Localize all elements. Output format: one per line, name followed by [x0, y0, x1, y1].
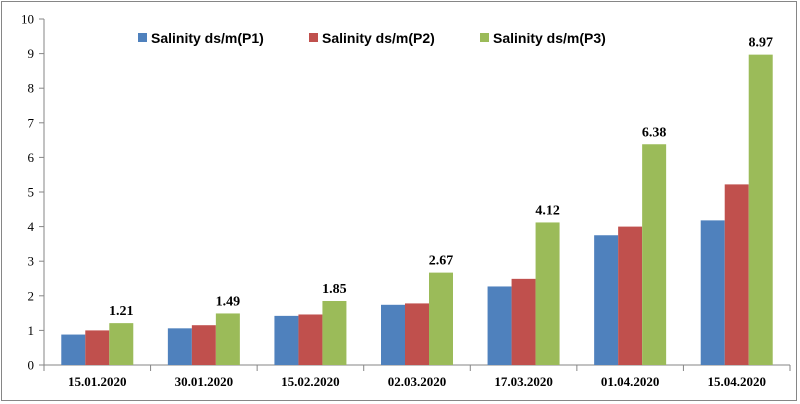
data-label: 1.85 — [322, 282, 347, 297]
data-label: 2.67 — [429, 254, 454, 269]
x-tick-label: 15.04.2020 — [707, 374, 766, 389]
x-tick-label: 02.03.2020 — [388, 374, 447, 389]
bar-3-5 — [535, 222, 560, 365]
bar-3-2 — [215, 313, 240, 365]
data-label: 1.49 — [216, 294, 241, 309]
y-tick-label: 4 — [28, 219, 35, 234]
x-tick-label: 17.03.2020 — [494, 374, 553, 389]
bar-1-2 — [167, 328, 192, 365]
bar-2-3 — [298, 314, 323, 365]
bar-2-4 — [405, 303, 429, 365]
x-tick-label: 15.02.2020 — [281, 374, 340, 389]
bar-1-1 — [61, 334, 86, 365]
bar-3-6 — [642, 144, 667, 365]
legend-label-1: Salinity ds/m(P1) — [151, 30, 264, 46]
bar-1-4 — [381, 304, 405, 365]
y-tick-label: 3 — [28, 254, 35, 269]
y-tick-label: 7 — [28, 115, 35, 130]
y-tick-label: 10 — [21, 12, 34, 27]
bar-2-6 — [618, 226, 643, 365]
y-tick-label: 6 — [28, 150, 35, 165]
bar-2-1 — [85, 330, 110, 365]
bar-1-6 — [594, 235, 619, 365]
legend-swatch-3 — [480, 33, 489, 42]
bar-1-7 — [700, 220, 725, 365]
y-tick-label: 0 — [28, 358, 35, 373]
x-tick-label: 01.04.2020 — [601, 374, 660, 389]
y-tick-label: 8 — [28, 81, 35, 96]
data-label: 4.12 — [535, 203, 560, 218]
legend-label-3: Salinity ds/m(P3) — [493, 30, 606, 46]
bar-1-3 — [274, 315, 299, 365]
bar-2-5 — [511, 278, 536, 365]
bar-1-5 — [487, 286, 512, 365]
bar-2-2 — [191, 325, 216, 365]
legend-label-2: Salinity ds/m(P2) — [322, 30, 435, 46]
y-tick-label: 5 — [28, 185, 35, 200]
y-tick-label: 2 — [28, 288, 35, 303]
data-label: 6.38 — [642, 125, 667, 140]
data-label: 8.97 — [748, 36, 773, 51]
y-tick-label: 9 — [28, 46, 35, 61]
bar-3-1 — [109, 323, 134, 365]
data-label: 1.21 — [109, 304, 134, 319]
legend-swatch-1 — [138, 33, 147, 42]
bar-3-3 — [322, 300, 347, 365]
legend-swatch-2 — [309, 33, 318, 42]
y-tick-label: 1 — [28, 323, 35, 338]
bar-3-7 — [748, 54, 773, 365]
bar-3-4 — [429, 272, 453, 365]
x-tick-label: 30.01.2020 — [175, 374, 234, 389]
x-tick-label: 15.01.2020 — [68, 374, 127, 389]
bar-2-7 — [724, 184, 749, 365]
